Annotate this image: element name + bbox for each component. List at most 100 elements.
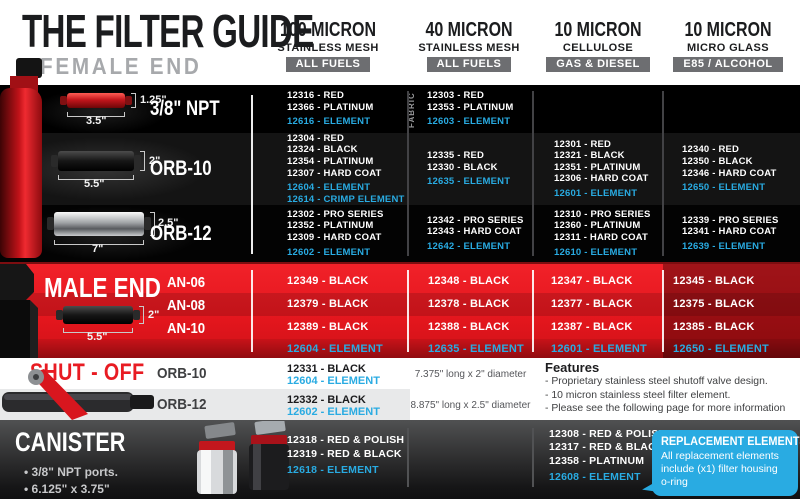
- list-item: 12354 - PLATINUM: [287, 155, 374, 167]
- column-micron: 10 MICRON: [684, 19, 772, 41]
- list-item: 12335 - RED: [427, 150, 485, 162]
- dimension-length: 5.5": [84, 178, 105, 190]
- list-item: 12321 - BLACK: [554, 150, 625, 162]
- list-item: 12318 - RED & POLISH: [287, 434, 405, 447]
- list-item: - Please see the following page for more…: [545, 403, 786, 415]
- cell-an06-40: 12348 - BLACK: [428, 275, 510, 287]
- column-media: CELLULOSE: [562, 42, 634, 54]
- cell-npt-100: 12316 - RED 12366 - PLATINUM 12616 - ELEM…: [287, 85, 405, 133]
- cell-orb10-10c: 12301 - RED 12321 - BLACK 12351 - PLATINUM…: [554, 133, 660, 205]
- list-item: 12352 - PLATINUM: [287, 220, 374, 232]
- column-micron: 100 MICRON: [279, 19, 377, 41]
- cell-canister-100: 12318 - RED & POLISH 12319 - RED & BLACK …: [287, 422, 404, 490]
- fuel-badge: ALL FUELS: [426, 57, 512, 72]
- part-number: 12331 - BLACK: [287, 363, 366, 375]
- fabric-note: FABRIC: [407, 92, 416, 128]
- list-item: 12339 - PRO SERIES: [682, 214, 779, 226]
- male-fitting-photo: [0, 264, 38, 358]
- cell-orb12-10g: 12339 - PRO SERIES 12341 - HARD COAT 1263…: [682, 205, 798, 262]
- dimension-length: 7": [92, 242, 104, 255]
- filter-body-red: [60, 93, 132, 108]
- cell-element-100: 12604 - ELEMENT: [287, 343, 383, 355]
- cell-an06-100: 12349 - BLACK: [287, 275, 369, 287]
- cell-element-10g: 12650 - ELEMENT: [673, 343, 769, 355]
- column-media: MICRO GLASS: [686, 42, 769, 54]
- column-divider: [251, 270, 253, 352]
- list-item: 12608 - ELEMENT: [549, 470, 641, 483]
- filter-body-black: [51, 151, 141, 171]
- list-item: • 3/8" NPT ports.: [24, 465, 118, 479]
- list-item: 12602 - ELEMENT: [287, 246, 371, 258]
- filter-photo-orb10: 2" 5.5": [50, 143, 200, 195]
- cell-orb12-100: 12302 - PRO SERIES 12352 - PLATINUM 12309 …: [287, 205, 405, 262]
- header: THE FILTER GUIDE FEMALE END 100 MICRON S…: [0, 0, 800, 85]
- list-item: 12330 - BLACK: [427, 161, 498, 173]
- table-row-npt: 1.25" 3.5" 3/8" NPT FABRIC 12316 - RED 12…: [0, 85, 800, 133]
- list-item: 12304 - RED: [287, 132, 345, 144]
- element-number: 12604 - ELEMENT: [287, 375, 380, 387]
- cell-element-10c: 12601 - ELEMENT: [551, 343, 647, 355]
- cell-an08-100: 12379 - BLACK: [287, 298, 369, 310]
- list-item: 12350 - BLACK: [682, 155, 753, 167]
- cell-orb12-10c: 12310 - PRO SERIES 12360 - PLATINUM 12311 …: [554, 205, 660, 262]
- filter-photo-orb12: 2.5" 7": [47, 208, 200, 260]
- column-divider: [532, 428, 534, 487]
- list-item: 12639 - ELEMENT: [682, 240, 766, 252]
- column-media: STAINLESS MESH: [277, 42, 379, 54]
- page-title: THE FILTER GUIDE: [22, 5, 314, 57]
- table-row-orb12: 2.5" 7" ORB-12 12302 - PRO SERIES 12352 -…: [0, 205, 800, 262]
- cell-an10-40: 12388 - BLACK: [428, 321, 510, 333]
- dimensions-text: 7.375" long x 2" diameter: [414, 369, 527, 380]
- dimension-length: 3.5": [86, 115, 107, 127]
- replacement-title: REPLACEMENT ELEMENTS: [661, 436, 800, 448]
- cell-an06-10c: 12347 - BLACK: [551, 275, 633, 287]
- column-micron: 10 MICRON: [554, 19, 642, 41]
- row-label-an06: AN-06: [167, 274, 206, 291]
- filter-photo-male: 2" 5.5": [55, 300, 205, 352]
- column-header-10-micron-cellulose: 10 MICRON CELLULOSE GAS & DIESEL: [523, 20, 673, 72]
- column-divider: [407, 91, 409, 256]
- list-item: 12342 - PRO SERIES: [427, 214, 524, 226]
- canister-specs: • 3/8" NPT ports. • 6.125" x 3.75": [24, 464, 118, 499]
- column-divider: [407, 428, 409, 487]
- row-label-an10: AN-10: [167, 320, 206, 337]
- replacement-elements-callout: REPLACEMENT ELEMENTS All replacement ele…: [652, 430, 800, 497]
- row-label-an08: AN-08: [167, 297, 206, 314]
- shut-off-valve-photo: [2, 369, 154, 420]
- cell-an06-10g: 12345 - BLACK: [673, 275, 755, 287]
- list-item: 12319 - RED & BLACK: [287, 447, 402, 460]
- dimension-diameter: 2.5": [158, 216, 179, 229]
- dimension-diameter: 2": [149, 155, 161, 167]
- list-item: 12316 - RED: [287, 90, 345, 102]
- list-item: 12635 - ELEMENT: [427, 176, 511, 188]
- list-item: 12301 - RED: [554, 138, 612, 150]
- list-item: 12324 - BLACK: [287, 144, 358, 156]
- shut-off-section: SHUT - OFF ORB-10 ORB-12 12331 - BLACK 1…: [0, 358, 800, 420]
- list-item: 12604 - ELEMENT: [287, 182, 371, 194]
- cell-npt-10c: [554, 85, 660, 133]
- dimensions-text: 8.875" long x 2.5" diameter: [410, 400, 531, 411]
- table-row-orb10: 2" 5.5" ORB-10 12304 - RED 12324 - BLACK 1…: [0, 133, 800, 205]
- column-divider: [662, 270, 664, 352]
- list-item: 12601 - ELEMENT: [554, 187, 638, 199]
- male-end-title: MALE END: [44, 272, 161, 303]
- list-item: 12616 - ELEMENT: [287, 116, 371, 128]
- features-block: Features - Proprietary stainless steel s…: [545, 360, 785, 416]
- list-item: 12317 - RED & BLACK: [549, 441, 664, 454]
- cell-an10-10g: 12385 - BLACK: [673, 321, 755, 333]
- cell-an08-10g: 12375 - BLACK: [673, 298, 755, 310]
- column-divider: [251, 95, 253, 254]
- list-item: 12303 - RED: [427, 90, 485, 102]
- fuel-badge: GAS & DIESEL: [546, 57, 650, 72]
- cell-orb10-100: 12304 - RED 12324 - BLACK 12354 - PLATINUM…: [287, 133, 405, 205]
- cell-an10-100: 12389 - BLACK: [287, 321, 369, 333]
- features-title: Features: [545, 360, 600, 375]
- list-item: - 10 micron stainless steel filter eleme…: [545, 389, 731, 401]
- part-number: 12332 - BLACK: [287, 394, 366, 406]
- list-item: 12650 - ELEMENT: [682, 182, 766, 194]
- cell-orb10-10g: 12340 - RED 12350 - BLACK 12346 - HARD COA…: [682, 133, 798, 205]
- filter-photo-npt: 1.25" 3.5": [55, 89, 205, 129]
- column-media: STAINLESS MESH: [418, 42, 520, 54]
- list-item: 12360 - PLATINUM: [554, 220, 641, 232]
